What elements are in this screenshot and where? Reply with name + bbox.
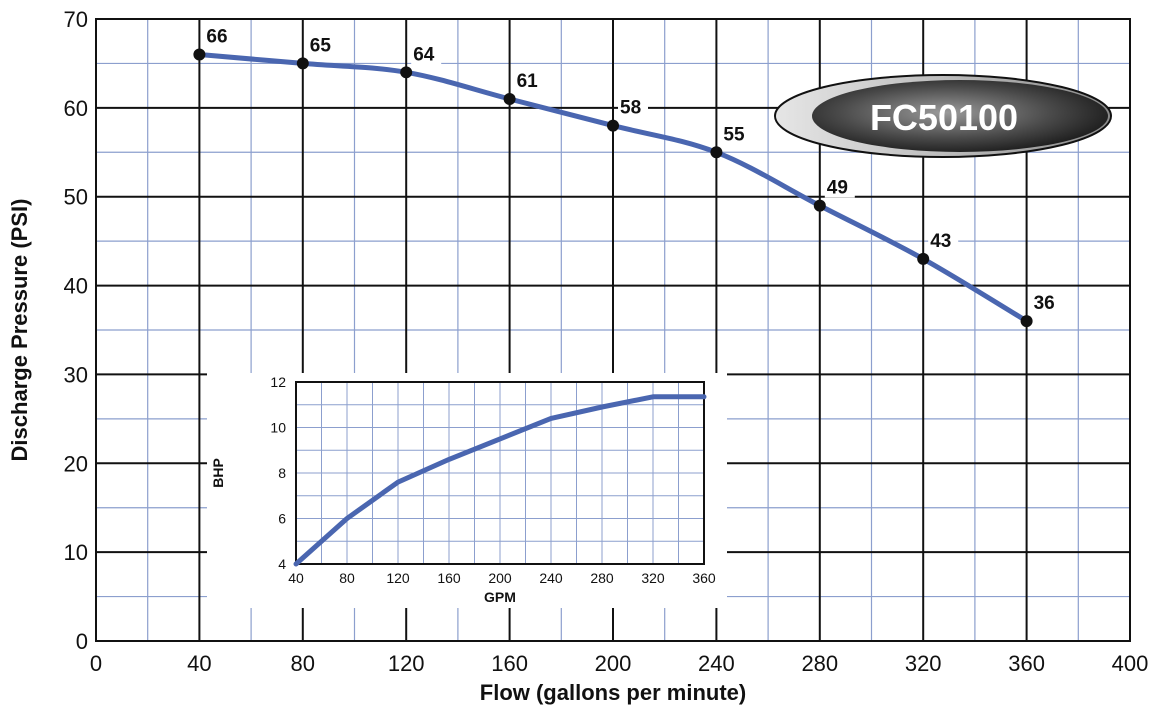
x-tick-label: 0 <box>90 651 102 676</box>
data-label: 55 <box>723 124 745 145</box>
data-label-background <box>514 68 545 91</box>
main-x-axis-label: Flow (gallons per minute) <box>480 680 746 705</box>
data-label-background <box>618 95 648 118</box>
badge-label: FC50100 <box>870 97 1018 138</box>
inset-y-axis-label: BHP <box>210 458 226 488</box>
inset-x-tick-label: 160 <box>437 570 461 586</box>
x-tick-label: 160 <box>491 651 528 676</box>
inset-x-tick-label: 280 <box>590 570 614 586</box>
data-label-background <box>204 24 235 47</box>
x-tick-label: 360 <box>1008 651 1045 676</box>
data-point <box>193 48 206 61</box>
inset-background <box>207 373 727 608</box>
inset-y-tick-label: 8 <box>278 465 286 481</box>
data-point <box>296 57 309 70</box>
x-tick-label: 80 <box>291 651 315 676</box>
data-point <box>710 146 723 159</box>
main-y-ticks: 0 10 20 30 40 50 60 70 <box>64 7 88 654</box>
x-tick-label: 400 <box>1112 651 1149 676</box>
x-tick-label: 40 <box>187 651 211 676</box>
data-label: 66 <box>206 27 227 48</box>
data-point <box>1020 315 1033 328</box>
main-plot-frame <box>95 18 1131 642</box>
y-tick-label: 30 <box>64 362 88 387</box>
y-tick-label: 10 <box>64 540 88 565</box>
badge-body <box>812 80 1108 152</box>
data-label-background <box>824 175 855 198</box>
data-point <box>813 199 826 212</box>
inset-x-tick-label: 120 <box>386 570 410 586</box>
inset-y-tick-label: 12 <box>270 374 286 390</box>
bhp-inset-chart: 40 80 120 160 200 240 280 320 360 4 6 8 10 12 GPM BH… <box>207 373 727 608</box>
data-label-background <box>411 42 442 65</box>
pressure-points: 66 65 64 61 58 55 49 43 36 <box>193 24 1062 328</box>
bhp-curve <box>293 394 707 567</box>
main-y-axis-label: Discharge Pressure (PSI) <box>7 199 32 462</box>
y-tick-label: 50 <box>64 185 88 210</box>
inset-y-tick-label: 6 <box>278 511 286 527</box>
inset-x-tick-label: 240 <box>539 570 563 586</box>
inset-x-tick-label: 80 <box>339 570 355 586</box>
inset-x-ticks: 40 80 120 160 200 240 280 320 360 <box>288 570 716 586</box>
y-tick-label: 20 <box>64 451 88 476</box>
main-x-ticks: 0 40 80 120 160 200 240 280 320 360 400 <box>90 651 1148 676</box>
data-point <box>917 252 930 265</box>
inset-grid <box>296 382 704 564</box>
inset-x-tick-label: 200 <box>488 570 512 586</box>
x-tick-label: 200 <box>595 651 632 676</box>
data-point <box>607 119 619 132</box>
data-label: 49 <box>827 178 848 199</box>
data-label-background <box>1031 291 1062 314</box>
data-label-background <box>721 122 752 145</box>
data-point <box>400 66 413 79</box>
model-badge: FC50100 <box>774 74 1112 158</box>
y-tick-label: 60 <box>64 96 88 121</box>
inset-x-tick-label: 360 <box>692 570 716 586</box>
x-tick-label: 320 <box>905 651 942 676</box>
y-tick-label: 0 <box>76 629 88 654</box>
data-label: 36 <box>1034 293 1055 314</box>
inset-y-tick-label: 4 <box>278 556 286 572</box>
data-point <box>503 92 516 105</box>
inset-x-tick-label: 40 <box>288 570 304 586</box>
data-label: 43 <box>930 231 951 252</box>
data-label: 61 <box>517 71 539 92</box>
inset-plot-frame <box>295 381 705 565</box>
inset-x-axis-label: GPM <box>484 589 516 605</box>
inset-y-ticks: 4 6 8 10 12 <box>270 374 286 572</box>
x-tick-label: 280 <box>801 651 838 676</box>
x-tick-label: 120 <box>388 651 425 676</box>
data-label: 58 <box>620 98 641 119</box>
inset-y-tick-label: 10 <box>270 420 286 436</box>
y-tick-label: 40 <box>64 274 88 299</box>
data-label-background <box>928 228 959 251</box>
data-label: 64 <box>413 44 435 65</box>
x-tick-label: 240 <box>698 651 735 676</box>
data-label: 65 <box>310 35 332 56</box>
y-tick-label: 70 <box>64 7 88 32</box>
data-label-background <box>307 33 338 56</box>
inset-x-tick-label: 320 <box>641 570 665 586</box>
